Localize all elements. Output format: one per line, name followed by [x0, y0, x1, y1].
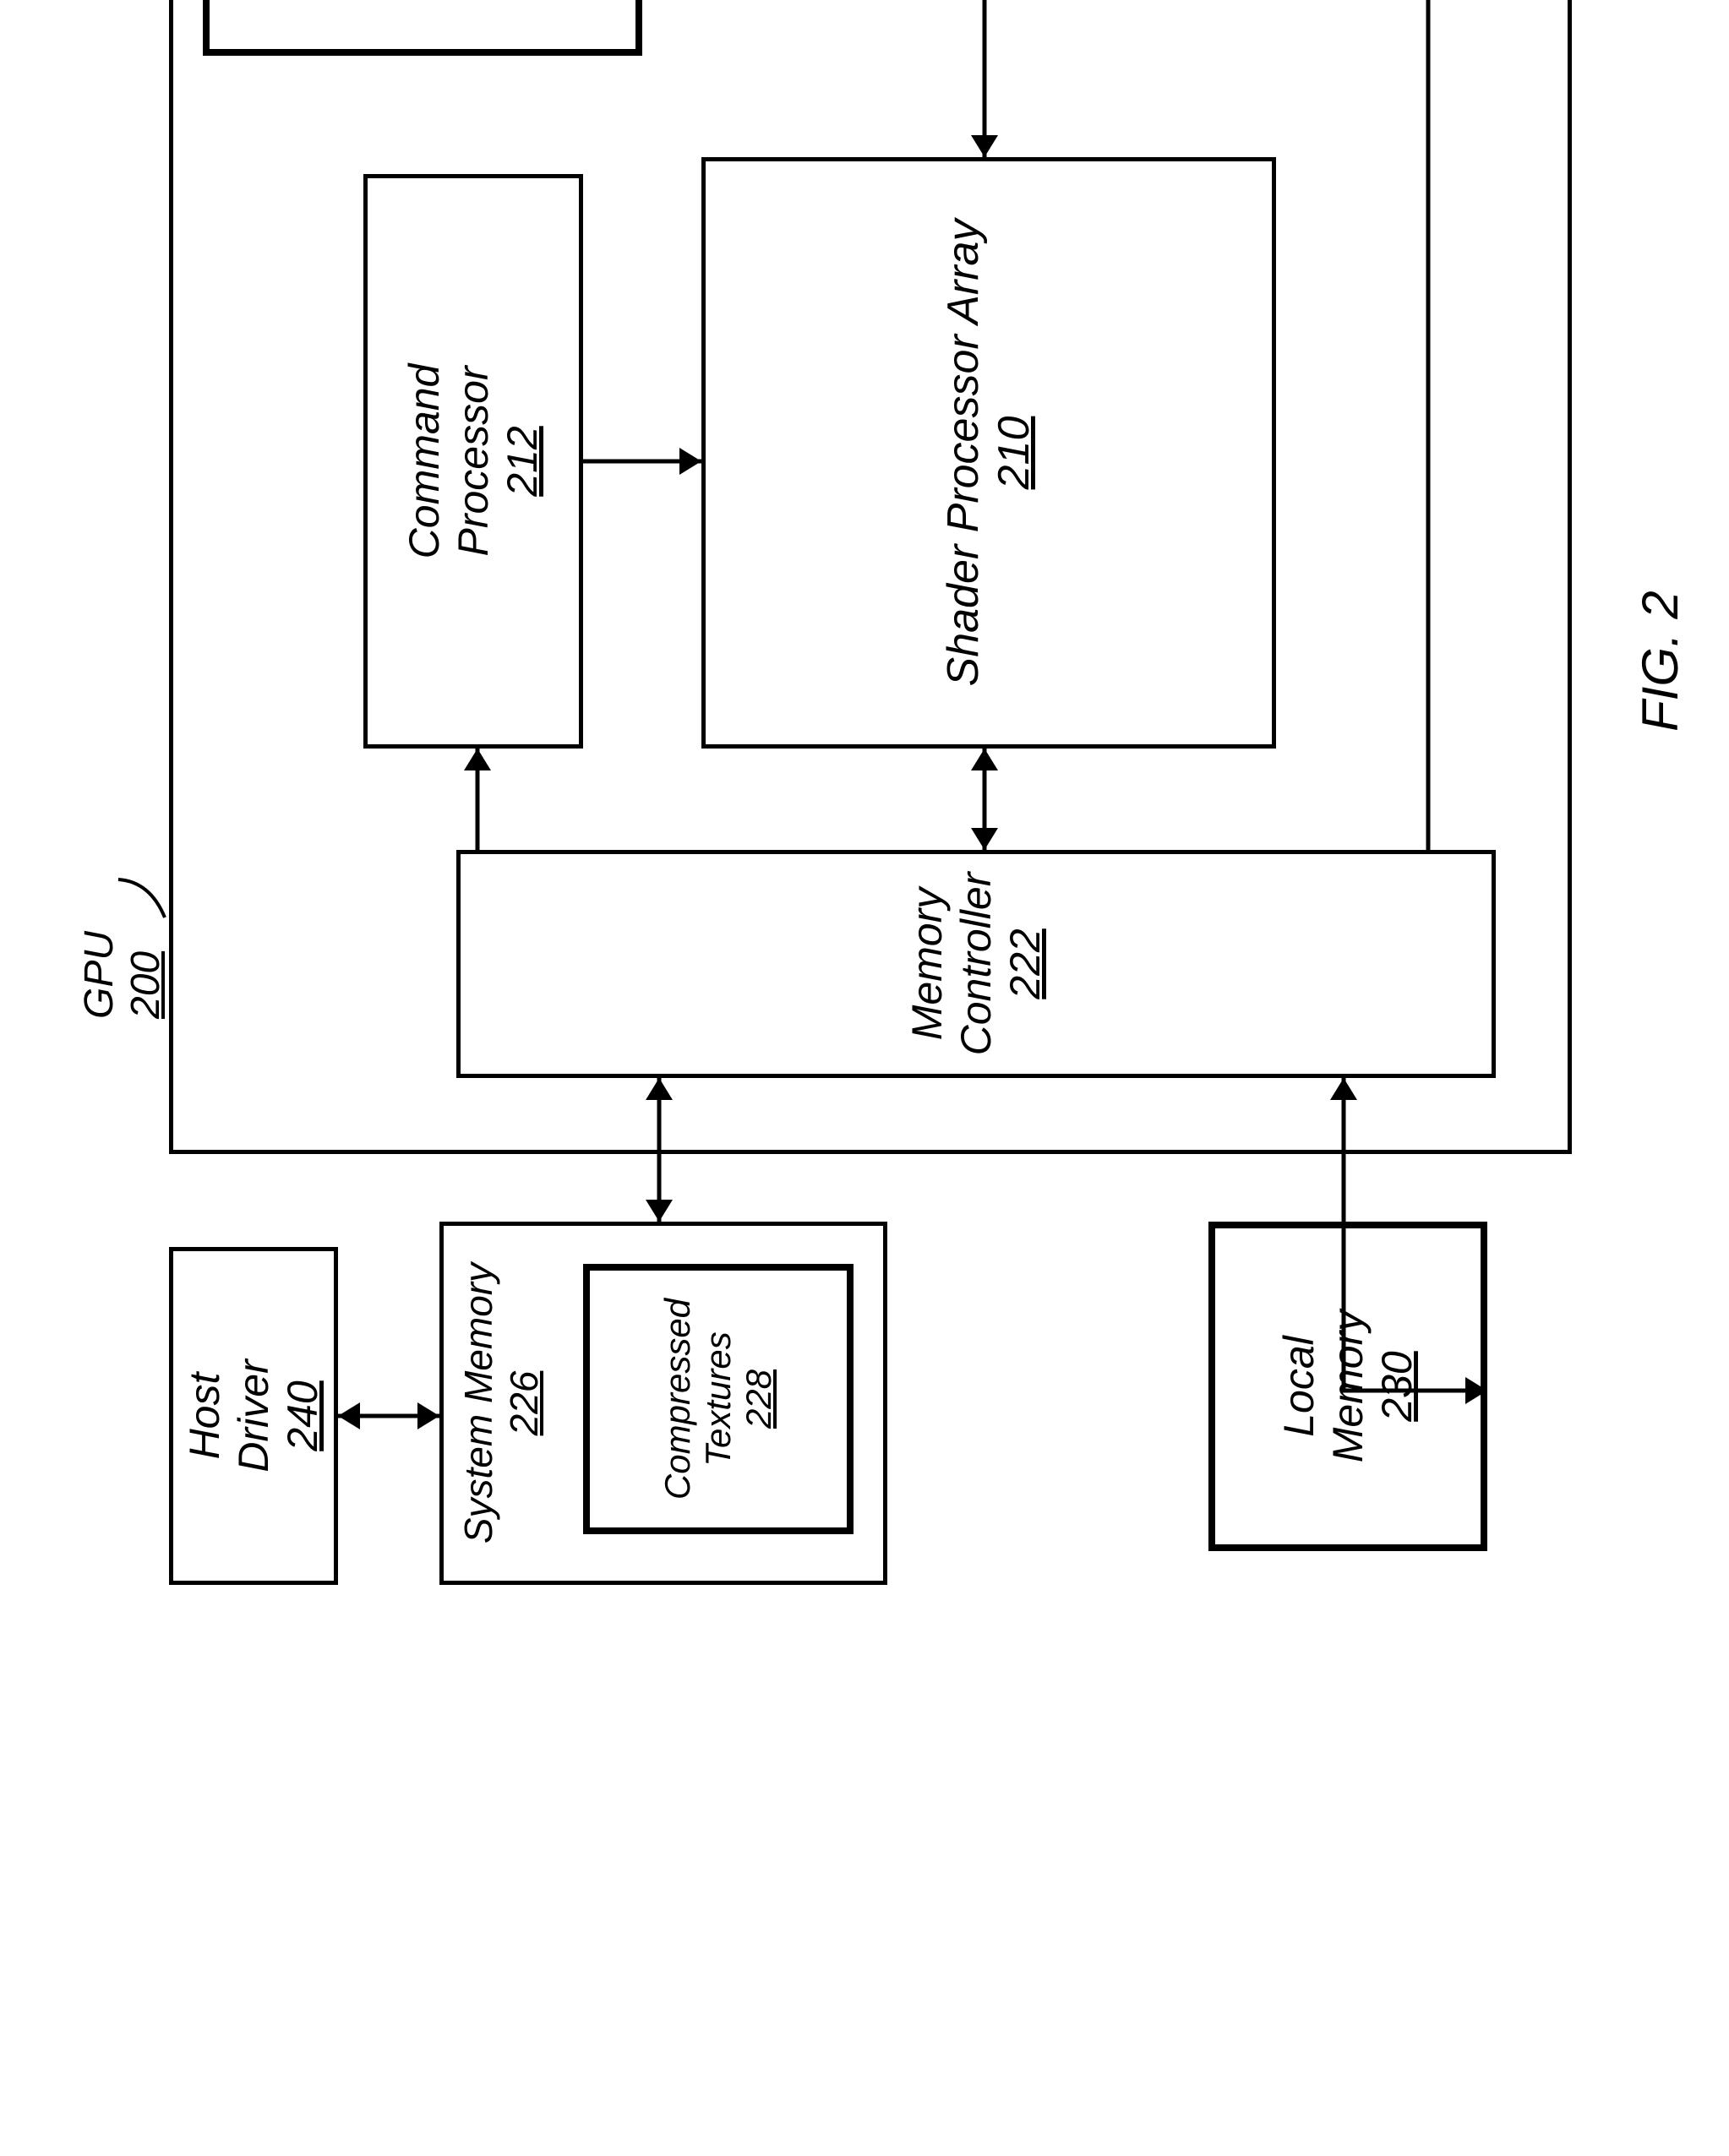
texture-memory-box: TextureMemory220 — [203, 0, 642, 56]
node-title: CompressedTextures228 — [657, 1298, 779, 1500]
node-title: MemoryController222 — [903, 873, 1050, 1056]
diagram-canvas: GPU 200 HostDriver240 System Memory226 C… — [0, 0, 1729, 1729]
local-memory-box: LocalMemory230 — [1208, 1222, 1487, 1551]
node-title: HostDriver240 — [180, 1359, 327, 1472]
gpu-label-number: 200 — [123, 951, 168, 1019]
memory-controller-box: MemoryController222 — [456, 850, 1496, 1078]
gpu-label-leader — [118, 879, 165, 917]
node-title: Shader Processor Array210 — [938, 220, 1039, 687]
shader-processor-array-box: Shader Processor Array210 — [701, 157, 1276, 749]
figure-label: FIG. 2 — [1631, 591, 1689, 732]
gpu-label-title: GPU — [77, 931, 122, 1019]
command-processor-box: CommandProcessor212 — [363, 174, 583, 749]
host-driver-box: HostDriver240 — [169, 1247, 338, 1585]
node-title: LocalMemory230 — [1274, 1310, 1421, 1463]
gpu-label: GPU 200 — [76, 931, 169, 1019]
node-title: CommandProcessor212 — [400, 364, 547, 559]
compressed-textures-box: CompressedTextures228 — [583, 1264, 854, 1534]
node-title: System Memory226 — [455, 1263, 547, 1544]
